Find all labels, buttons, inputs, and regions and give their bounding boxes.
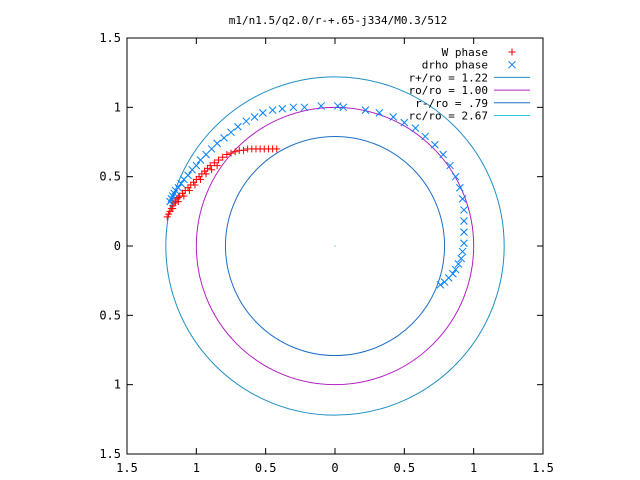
drho-phase-point-32 <box>411 124 420 132</box>
drho-phase-point-36 <box>446 161 454 170</box>
drho-phase-point-42 <box>460 228 468 236</box>
y-tick-label: 1 <box>114 100 121 114</box>
y-tick-label: 0.5 <box>99 170 121 184</box>
drho-phase-point-47 <box>451 265 460 274</box>
drho-phase-point-14 <box>213 139 221 148</box>
drho-phase-point-19 <box>250 113 259 121</box>
chart-title: m1/n1.5/q2.0/r-+.65-j334/M0.3/512 <box>229 14 448 27</box>
x-tick-label: 1.5 <box>116 461 138 475</box>
drho-phase-point-17 <box>234 122 242 131</box>
drho-phase-point-41 <box>460 217 468 225</box>
drho-phase-point-22 <box>278 104 287 113</box>
w-phase-point-22 <box>215 156 223 164</box>
x-tick-label: 1.5 <box>532 461 554 475</box>
drho-phase-point-16 <box>227 128 235 137</box>
drho-phase-point-24 <box>300 103 309 112</box>
circle-0 <box>165 76 505 416</box>
y-tick-label: 1 <box>114 378 121 392</box>
x-tick-label: 0 <box>331 461 338 475</box>
w-phase-point-38 <box>174 198 182 206</box>
legend-marker-0 <box>508 48 516 56</box>
x-tick-label: 0.5 <box>393 461 415 475</box>
legend-label-5: rc/ro = 2.67 <box>409 110 488 123</box>
drho-phase-point-44 <box>458 247 467 256</box>
drho-phase-point-18 <box>242 117 251 126</box>
w-phase-point-28 <box>239 146 247 154</box>
drho-phase-point-23 <box>289 103 298 112</box>
drho-phase-point-40 <box>460 206 468 214</box>
w-phase-point-39 <box>180 192 188 200</box>
drho-phase-point-8 <box>184 171 192 180</box>
circle-2 <box>224 135 446 357</box>
drho-phase-point-20 <box>259 109 267 117</box>
drho-phase-point-34 <box>430 140 439 149</box>
legend-label-0: W phase <box>442 46 488 59</box>
drho-phase-point-28 <box>361 106 370 114</box>
drho-phase-point-15 <box>220 133 228 142</box>
w-phase-point-42 <box>196 175 204 183</box>
legend-marker-1 <box>508 60 516 69</box>
x-tick-label: 1 <box>193 461 200 475</box>
drho-phase-point-45 <box>457 254 466 263</box>
drho-phase-point-27 <box>339 103 348 112</box>
drho-phase-point-38 <box>455 183 464 192</box>
drho-phase-point-25 <box>317 102 325 110</box>
w-phase-point-37 <box>169 205 177 213</box>
data-points <box>163 102 468 289</box>
reference-circles <box>165 76 505 416</box>
drho-phase-point-37 <box>451 172 460 181</box>
y-tick-label: 1.5 <box>99 447 121 461</box>
legend-label-4: r-/ro = .79 <box>415 97 488 110</box>
center-marker <box>334 245 336 247</box>
drho-phase-point-5 <box>174 183 183 192</box>
circle-1 <box>195 106 475 386</box>
w-phase-point-45 <box>213 162 221 170</box>
drho-phase-point-33 <box>421 132 429 141</box>
legend-label-1: drho phase <box>422 59 488 72</box>
legend-label-2: r+/ro = 1.22 <box>409 71 488 84</box>
w-phase-point-41 <box>191 181 199 189</box>
drho-phase-point-51 <box>436 280 445 289</box>
w-phase-point-26 <box>231 148 239 156</box>
axis-ticks: 1.5 1 0.5 0 0.5 1 1.51.510.500.511.5 <box>99 31 554 475</box>
w-phase-point-24 <box>223 150 231 158</box>
drho-phase-point-21 <box>268 106 277 114</box>
drho-phase-point-46 <box>454 260 463 268</box>
x-tick-label: 1 <box>470 461 477 475</box>
drho-phase-point-29 <box>375 109 384 117</box>
y-tick-label: 1.5 <box>99 31 121 45</box>
w-phase-point-40 <box>185 187 193 195</box>
w-phase-point-25 <box>227 149 235 157</box>
drho-phase-point-10 <box>192 161 201 170</box>
drho-phase-point-35 <box>439 150 448 159</box>
x-tick-label: 0.5 <box>255 461 277 475</box>
drho-phase-point-6 <box>177 179 185 188</box>
drho-phase-point-43 <box>460 239 468 248</box>
w-phase-point-36 <box>273 145 281 153</box>
drho-phase-point-31 <box>400 118 409 127</box>
drho-phase-point-39 <box>458 194 467 203</box>
w-phase-point-20 <box>206 162 214 170</box>
drho-phase-point-50 <box>440 278 449 286</box>
w-phase-point-44 <box>208 166 216 174</box>
w-phase-point-43 <box>202 170 210 178</box>
legend-label-3: ro/ro = 1.00 <box>409 84 488 97</box>
drho-phase-point-26 <box>333 102 342 110</box>
drho-phase-point-30 <box>389 113 398 121</box>
w-phase-point-23 <box>219 153 227 161</box>
y-tick-label: 0 <box>114 239 121 253</box>
y-tick-label: 0.5 <box>99 308 121 322</box>
